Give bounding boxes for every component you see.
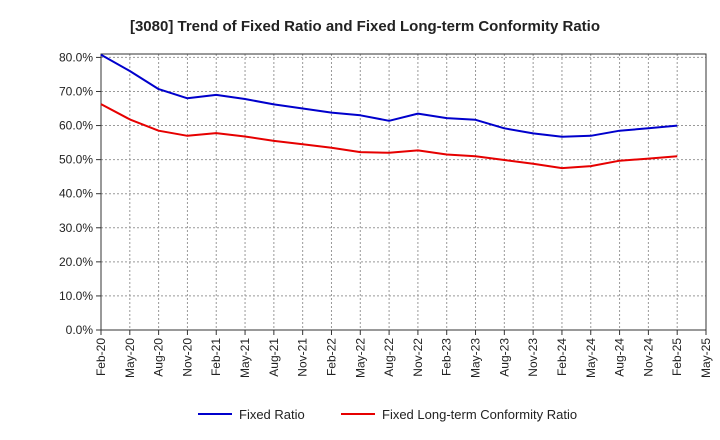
x-tick-label: Feb-21 [209, 338, 223, 376]
series-lines [100, 53, 678, 170]
grid [101, 54, 706, 330]
y-tick-label: 60.0% [59, 119, 93, 133]
x-tick-label: May-23 [469, 338, 483, 378]
x-tick-label: Feb-20 [94, 338, 108, 376]
x-tick-label: Nov-20 [180, 338, 194, 377]
series-line-2 [100, 103, 678, 170]
y-tick-label: 30.0% [59, 221, 93, 235]
x-tick-label: Aug-23 [497, 338, 511, 377]
x-tick-label: Nov-24 [641, 338, 655, 377]
legend: Fixed Ratio Fixed Long-term Conformity Ra… [198, 407, 577, 422]
x-tick-label: Feb-22 [324, 338, 338, 376]
x-tick-label: May-24 [584, 338, 598, 378]
y-tick-label: 80.0% [59, 50, 93, 64]
x-tick-label: Nov-21 [296, 338, 310, 377]
x-tick-label: Aug-22 [382, 338, 396, 377]
x-tick-label: Nov-23 [526, 338, 540, 377]
x-tick-label: Feb-23 [440, 338, 454, 376]
x-axis-ticks: Feb-20 May-20 Aug-20 Nov-20 Feb-21 May-21 Aug-… [94, 330, 713, 378]
chart-title: [3080] Trend of Fixed Ratio and Fixed Lo… [130, 18, 600, 35]
x-tick-label: May-21 [238, 338, 252, 378]
x-tick-label: Feb-25 [670, 338, 684, 376]
plot-frame [100, 53, 707, 331]
legend-label-1: Fixed Ratio [239, 407, 305, 422]
x-tick-label: May-25 [699, 338, 713, 378]
x-tick-label: Aug-21 [267, 338, 281, 377]
x-tick-label: Aug-24 [613, 338, 627, 377]
x-tick-label: Feb-24 [555, 338, 569, 376]
legend-label-2: Fixed Long-term Conformity Ratio [382, 407, 577, 422]
y-tick-label: 70.0% [59, 84, 93, 98]
y-tick-label: 0.0% [66, 323, 94, 337]
axes [100, 53, 707, 331]
y-tick-label: 20.0% [59, 255, 93, 269]
y-axis-ticks: 0.0% 10.0% 20.0% 30.0% 40.0% 50.0% 60.0% 70.0% 8… [59, 50, 101, 337]
series-line-1 [100, 53, 678, 138]
y-tick-label: 10.0% [59, 289, 93, 303]
x-tick-label: Nov-22 [411, 338, 425, 377]
x-tick-label: May-22 [353, 338, 367, 378]
x-tick-label: Aug-20 [152, 338, 166, 377]
y-tick-label: 50.0% [59, 153, 93, 167]
y-tick-label: 40.0% [59, 187, 93, 201]
x-tick-label: May-20 [123, 338, 137, 378]
